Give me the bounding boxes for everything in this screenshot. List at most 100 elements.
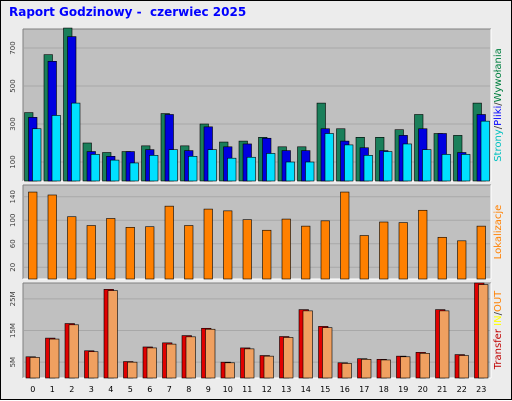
bar-out-hour-23 xyxy=(478,284,489,379)
bar-lokalizacje-hour-2 xyxy=(67,216,77,280)
series-axis-label: Transfer IN/OUT xyxy=(493,290,504,370)
series-axis-label: Lokalizacje xyxy=(493,205,504,260)
bar-strony-hour-8 xyxy=(188,156,198,182)
bar-lokalizacje-hour-1 xyxy=(47,194,57,280)
y-tick-label: 20 xyxy=(9,263,17,272)
bar-out-hour-5 xyxy=(127,361,138,379)
x-tick-label: 13 xyxy=(281,385,291,394)
bar-strony-hour-16 xyxy=(344,144,354,182)
bar-lokalizacje-hour-7 xyxy=(164,205,174,280)
bar-out-hour-0 xyxy=(29,357,40,379)
x-tick-label: 4 xyxy=(108,385,113,394)
bar-lokalizacje-hour-21 xyxy=(437,236,447,280)
x-tick-label: 2 xyxy=(69,385,74,394)
bar-strony-hour-12 xyxy=(266,153,276,182)
bar-lokalizacje-hour-18 xyxy=(379,221,389,280)
y-tick-label: 100 xyxy=(9,155,17,168)
bar-out-hour-7 xyxy=(166,343,177,379)
bar-strony-hour-17 xyxy=(363,155,373,182)
bar-out-hour-20 xyxy=(419,352,430,379)
bar-strony-hour-19 xyxy=(402,143,412,182)
series-axis-label-part: / xyxy=(493,125,504,129)
bar-lokalizacje-hour-8 xyxy=(184,225,194,280)
bar-lokalizacje-hour-22 xyxy=(457,240,467,280)
bar-strony-hour-0 xyxy=(32,128,42,182)
bar-lokalizacje-hour-15 xyxy=(320,220,330,280)
bar-out-hour-4 xyxy=(107,290,118,379)
y-tick-label: 300 xyxy=(9,117,17,130)
bar-out-hour-2 xyxy=(68,324,79,379)
plot-area xyxy=(23,29,491,181)
bar-strony-hour-3 xyxy=(90,154,100,182)
bar-lokalizacje-hour-4 xyxy=(106,218,116,280)
bar-strony-hour-18 xyxy=(383,151,393,182)
x-tick-label: 9 xyxy=(206,385,211,394)
x-tick-label: 3 xyxy=(89,385,94,394)
bar-strony-hour-1 xyxy=(51,115,61,182)
chart-panel-2: 20 60 100 140 Lokalizacje xyxy=(9,184,504,280)
x-tick-label: 0 xyxy=(30,385,35,394)
bar-out-hour-11 xyxy=(244,348,255,379)
x-tick-label: 12 xyxy=(262,385,272,394)
bar-lokalizacje-hour-23 xyxy=(476,225,486,280)
bar-out-hour-12 xyxy=(263,355,274,379)
y-tick-label: 15M xyxy=(9,323,17,338)
bar-lokalizacje-hour-19 xyxy=(398,222,408,280)
x-tick-label: 18 xyxy=(379,385,389,394)
bar-lokalizacje-hour-16 xyxy=(340,191,350,280)
series-axis-label: Strony/Pliki/Wywołania xyxy=(493,48,504,162)
page-title: Raport Godzinowy - czerwiec 2025 xyxy=(9,5,247,19)
bar-out-hour-15 xyxy=(322,327,333,379)
chart-panel-3: 5M 15M 25M Transfer IN/OUT xyxy=(9,282,504,379)
bar-out-hour-17 xyxy=(361,359,372,379)
bar-lokalizacje-hour-6 xyxy=(145,226,155,280)
bar-strony-hour-7 xyxy=(168,149,178,182)
series-axis-label-part: Pliki xyxy=(493,106,504,126)
bar-out-hour-14 xyxy=(302,310,313,379)
series-axis-label-part: IN xyxy=(493,315,504,325)
bar-out-hour-13 xyxy=(283,337,294,379)
bar-lokalizacje-hour-5 xyxy=(125,227,135,280)
bar-lokalizacje-hour-12 xyxy=(262,229,272,280)
bar-lokalizacje-hour-13 xyxy=(281,218,291,280)
series-axis-label-part: Lokalizacje xyxy=(493,205,504,260)
bar-lokalizacje-hour-14 xyxy=(301,225,311,280)
bar-strony-hour-21 xyxy=(441,154,451,182)
bar-lokalizacje-hour-9 xyxy=(203,208,213,280)
x-tick-label: 5 xyxy=(128,385,133,394)
bar-out-hour-3 xyxy=(88,351,99,379)
y-tick-label: 25M xyxy=(9,291,17,306)
bar-strony-hour-15 xyxy=(324,133,334,182)
bar-out-hour-16 xyxy=(341,363,352,379)
series-axis-label-part: / xyxy=(493,102,504,106)
bar-out-hour-21 xyxy=(439,310,450,379)
y-tick-label: 100 xyxy=(9,214,17,227)
bar-strony-hour-22 xyxy=(461,154,471,182)
x-tick-label: 16 xyxy=(340,385,350,394)
series-axis-label-part: OUT xyxy=(493,290,504,312)
x-tick-label: 17 xyxy=(359,385,369,394)
bar-out-hour-1 xyxy=(49,338,60,379)
bar-out-hour-22 xyxy=(458,355,469,379)
bar-strony-hour-23 xyxy=(480,120,490,182)
x-tick-label: 14 xyxy=(301,385,311,394)
y-tick-label: 140 xyxy=(9,190,17,203)
y-tick-label: 5M xyxy=(9,357,17,368)
bar-strony-hour-2 xyxy=(71,102,81,182)
plot-area xyxy=(23,185,491,279)
x-tick-label: 10 xyxy=(223,385,233,394)
bar-lokalizacje-hour-20 xyxy=(418,209,428,280)
bar-lokalizacje-hour-10 xyxy=(223,210,233,280)
series-axis-label-part: Wywołania xyxy=(493,48,504,102)
bar-strony-hour-20 xyxy=(422,149,432,182)
x-tick-label: 22 xyxy=(457,385,467,394)
x-tick-label: 1 xyxy=(50,385,55,394)
y-tick-label: 60 xyxy=(9,239,17,248)
bar-out-hour-6 xyxy=(146,347,157,379)
x-tick-label: 19 xyxy=(398,385,408,394)
bar-out-hour-9 xyxy=(205,328,216,379)
series-axis-label-part: Strony xyxy=(493,129,504,162)
